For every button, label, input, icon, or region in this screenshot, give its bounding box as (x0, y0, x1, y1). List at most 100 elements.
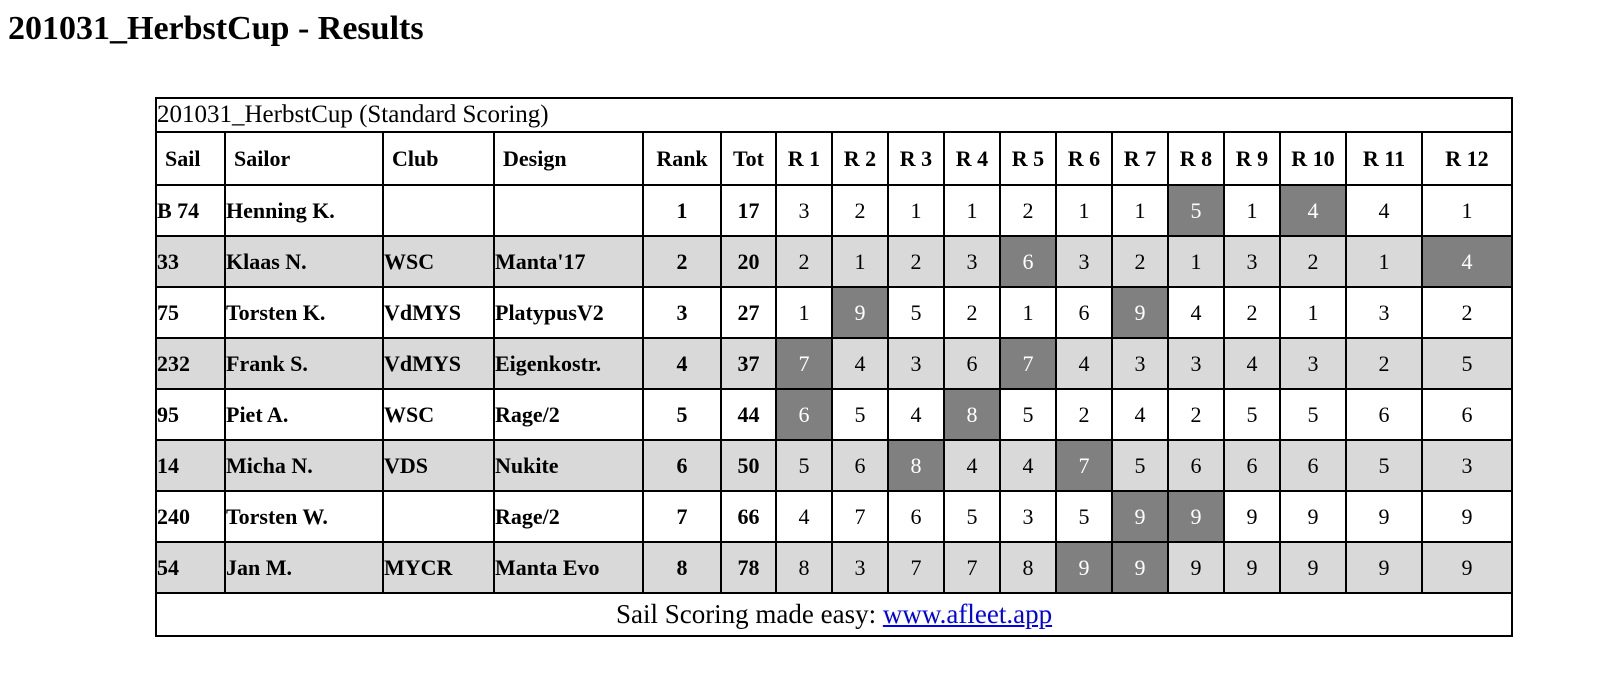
race-score-cell: 2 (1279, 235, 1347, 288)
column-header-rank: Rank (642, 131, 722, 186)
race-score-cell: 3 (1223, 235, 1281, 288)
results-table: 201031_HerbstCup (Standard Scoring) Sail… (155, 97, 1513, 637)
race-score-discarded-cell: 9 (1111, 286, 1169, 339)
race-score-discarded-cell: 9 (1111, 541, 1169, 594)
club-cell: MYCR (382, 541, 495, 594)
race-score-cell: 2 (1345, 337, 1423, 390)
race-score-cell: 6 (1055, 286, 1113, 339)
total-cell: 37 (720, 337, 777, 390)
race-score-cell: 1 (1055, 184, 1113, 237)
sail-cell: 240 (155, 490, 226, 543)
race-score-cell: 1 (999, 286, 1057, 339)
race-score-cell: 5 (999, 388, 1057, 441)
race-score-cell: 3 (831, 541, 889, 594)
design-cell: Rage/2 (493, 490, 644, 543)
race-score-cell: 3 (943, 235, 1001, 288)
club-cell: VdMYS (382, 337, 495, 390)
race-score-cell: 3 (1167, 337, 1225, 390)
race-score-cell: 2 (775, 235, 833, 288)
race-score-cell: 4 (943, 439, 1001, 492)
race-score-cell: 7 (887, 541, 945, 594)
total-cell: 66 (720, 490, 777, 543)
column-header-tot: Tot (720, 131, 777, 186)
rank-cell: 7 (642, 490, 722, 543)
sailor-cell: Torsten K. (224, 286, 384, 339)
race-score-cell: 5 (1279, 388, 1347, 441)
race-score-discarded-cell: 7 (1055, 439, 1113, 492)
race-score-discarded-cell: 8 (887, 439, 945, 492)
sail-cell: 33 (155, 235, 226, 288)
rank-cell: 3 (642, 286, 722, 339)
race-score-cell: 9 (1279, 490, 1347, 543)
rank-cell: 4 (642, 337, 722, 390)
rank-cell: 8 (642, 541, 722, 594)
race-score-cell: 4 (1223, 337, 1281, 390)
table-caption-row: 201031_HerbstCup (Standard Scoring) (155, 97, 1513, 133)
table-row: 54 Jan M. MYCR Manta Evo 8 78 8 3 7 7 8 9 9 9 9 9 9 9 (155, 541, 1513, 594)
club-cell (382, 184, 495, 237)
race-score-cell: 7 (943, 541, 1001, 594)
table-row: 240 Torsten W. Rage/2 7 66 4 7 6 5 3 5 9 9 9 9 9 9 (155, 490, 1513, 543)
total-cell: 78 (720, 541, 777, 594)
race-score-cell: 4 (1345, 184, 1423, 237)
afleet-link[interactable]: www.afleet.app (882, 599, 1053, 629)
race-score-cell: 9 (1421, 490, 1513, 543)
race-score-cell: 6 (1279, 439, 1347, 492)
race-score-cell: 1 (1223, 184, 1281, 237)
race-score-cell: 1 (1167, 235, 1225, 288)
sailor-cell: Henning K. (224, 184, 384, 237)
total-cell: 20 (720, 235, 777, 288)
race-score-cell: 3 (1421, 439, 1513, 492)
race-score-cell: 4 (1167, 286, 1225, 339)
column-header-design: Design (493, 131, 644, 186)
total-cell: 50 (720, 439, 777, 492)
race-score-cell: 6 (943, 337, 1001, 390)
column-header-r-6: R 6 (1055, 131, 1113, 186)
race-score-cell: 1 (1421, 184, 1513, 237)
race-score-cell: 6 (887, 490, 945, 543)
race-score-cell: 4 (1111, 388, 1169, 441)
club-cell (382, 490, 495, 543)
column-header-r-1: R 1 (775, 131, 833, 186)
race-score-cell: 3 (775, 184, 833, 237)
race-score-cell: 1 (775, 286, 833, 339)
race-score-cell: 6 (1223, 439, 1281, 492)
design-cell: Manta'17 (493, 235, 644, 288)
column-header-r-12: R 12 (1421, 131, 1513, 186)
sail-cell: 75 (155, 286, 226, 339)
race-score-cell: 9 (1279, 541, 1347, 594)
race-score-cell: 9 (1223, 541, 1281, 594)
race-score-cell: 2 (831, 184, 889, 237)
table-footer-row: Sail Scoring made easy: www.afleet.app (155, 592, 1513, 637)
sail-cell: 14 (155, 439, 226, 492)
race-score-cell: 2 (1111, 235, 1169, 288)
column-header-r-5: R 5 (999, 131, 1057, 186)
column-header-sail: Sail (155, 131, 226, 186)
race-score-cell: 5 (1111, 439, 1169, 492)
sail-cell: 54 (155, 541, 226, 594)
table-caption: 201031_HerbstCup (Standard Scoring) (155, 97, 1513, 133)
race-score-cell: 5 (831, 388, 889, 441)
race-score-cell: 6 (1421, 388, 1513, 441)
race-score-cell: 2 (1421, 286, 1513, 339)
race-score-cell: 4 (999, 439, 1057, 492)
race-score-cell: 1 (887, 184, 945, 237)
column-header-r-9: R 9 (1223, 131, 1281, 186)
race-score-cell: 3 (1055, 235, 1113, 288)
total-cell: 17 (720, 184, 777, 237)
rank-cell: 1 (642, 184, 722, 237)
race-score-cell: 3 (1111, 337, 1169, 390)
race-score-cell: 1 (1111, 184, 1169, 237)
table-row: B 74 Henning K. 1 17 3 2 1 1 2 1 1 5 1 4 4 1 (155, 184, 1513, 237)
race-score-cell: 5 (1055, 490, 1113, 543)
race-score-cell: 5 (1421, 337, 1513, 390)
race-score-discarded-cell: 8 (943, 388, 1001, 441)
design-cell: PlatypusV2 (493, 286, 644, 339)
race-score-cell: 2 (887, 235, 945, 288)
race-score-cell: 9 (1167, 541, 1225, 594)
race-score-cell: 1 (943, 184, 1001, 237)
sail-cell: 232 (155, 337, 226, 390)
race-score-cell: 4 (887, 388, 945, 441)
race-score-cell: 4 (831, 337, 889, 390)
